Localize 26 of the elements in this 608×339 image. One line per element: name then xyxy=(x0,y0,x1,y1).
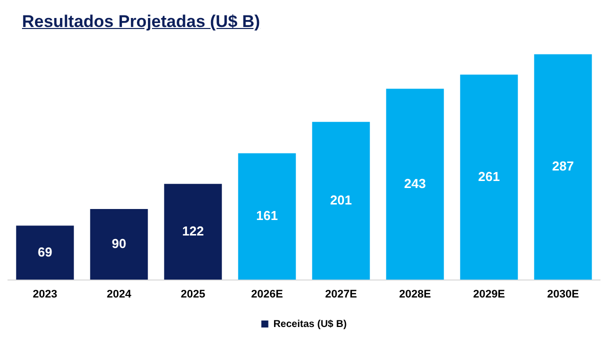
data-label: 161 xyxy=(256,208,278,224)
data-label: 201 xyxy=(330,192,352,208)
bar xyxy=(16,226,74,280)
x-tick-label: 2024 xyxy=(106,288,132,300)
x-tick-label: 2028E xyxy=(399,288,431,300)
data-label: 122 xyxy=(182,223,204,238)
data-label: 243 xyxy=(404,176,426,191)
data-label: 69 xyxy=(38,244,52,260)
x-tick-label: 2025 xyxy=(180,288,206,300)
x-tick-label: 2027E xyxy=(325,288,357,300)
data-label: 287 xyxy=(552,158,574,174)
bar xyxy=(164,184,222,280)
x-tick-label: 2030E xyxy=(547,288,579,300)
legend-label: Receitas (U$ B) xyxy=(273,318,347,330)
data-label: 261 xyxy=(478,168,500,184)
x-tick-label: 2029E xyxy=(473,288,505,300)
bar xyxy=(90,209,148,280)
bar xyxy=(312,122,370,280)
x-tick-label: 2023 xyxy=(32,288,58,300)
bar xyxy=(460,74,518,280)
bar xyxy=(238,153,296,280)
x-tick-label: 2026E xyxy=(251,288,283,300)
bar xyxy=(386,88,444,280)
chart-title: Resultados Projetadas (U$ B) xyxy=(22,12,260,32)
data-label: 90 xyxy=(112,236,126,252)
bar xyxy=(534,54,592,280)
